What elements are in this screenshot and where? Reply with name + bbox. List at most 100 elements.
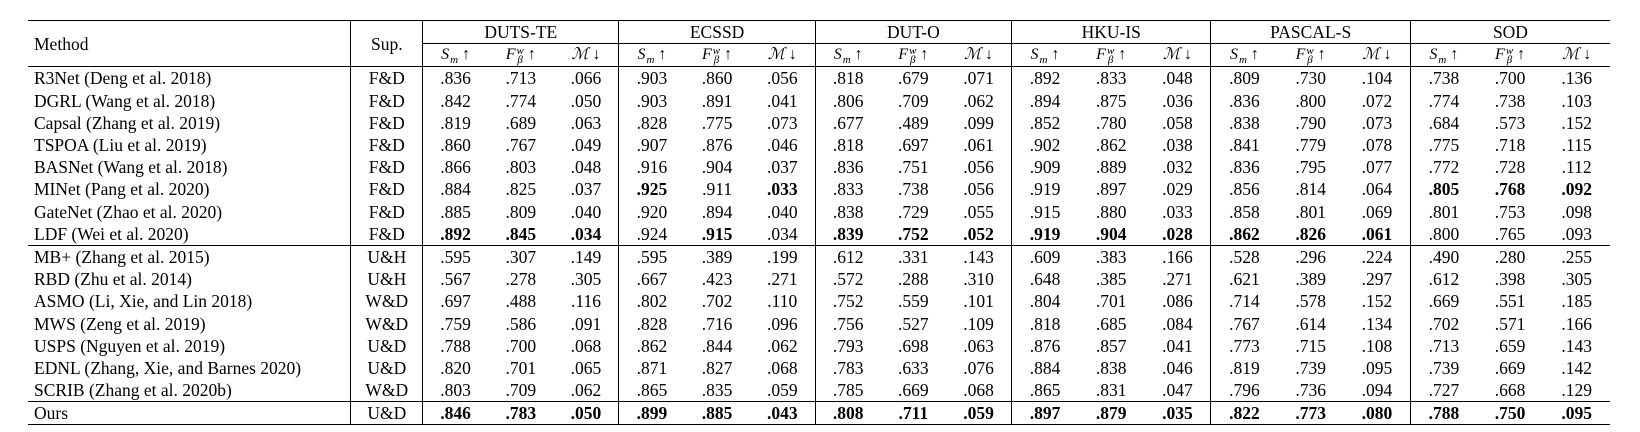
metric-value: .697 [898, 135, 929, 156]
metric-header-sm: S m ↑ [1030, 46, 1060, 66]
metric-value: .280 [1476, 244, 1544, 269]
metric-value: .490 [1410, 244, 1477, 269]
metric-value: .702 [1428, 313, 1460, 334]
metric-header-sm: S m ↑ [833, 46, 863, 66]
metric-value: .775 [1428, 135, 1460, 156]
metric-value: .785 [832, 380, 864, 401]
metric-value: .828 [636, 112, 668, 133]
metric-value: .862 [1095, 135, 1127, 156]
metric-value: .551 [1494, 291, 1526, 312]
metric-value: .818 [1029, 313, 1061, 334]
metric-value: .727 [1428, 380, 1460, 401]
metric-value: .790 [1295, 112, 1326, 133]
metric-value: .061 [946, 133, 1013, 157]
metric-value: .669 [1428, 291, 1460, 312]
metric-value: .035 [1144, 401, 1212, 426]
supervision-type: U&H [350, 244, 424, 269]
metric-header-mae: ℳ ↓ [1343, 43, 1411, 67]
supervision-type: U&D [350, 334, 424, 357]
metric-value: .911 [702, 179, 733, 200]
metric-value: .052 [946, 222, 1013, 246]
metric-value: .527 [898, 313, 929, 334]
metric-value: .048 [553, 156, 620, 179]
metric-value: .669 [898, 380, 929, 401]
metric-value: .788 [440, 335, 471, 356]
metric-value: .559 [898, 291, 929, 312]
metric-value: .876 [701, 135, 733, 156]
metric-value: .772 [1428, 157, 1460, 178]
metric-value: .648 [1029, 269, 1061, 290]
metric-value: .134 [1343, 312, 1411, 335]
metric-value: .925 [636, 179, 668, 200]
metric-value: .845 [505, 223, 537, 244]
metric-value: .891 [701, 90, 733, 111]
metric-value: .774 [505, 90, 537, 111]
metric-value: .040 [749, 200, 816, 223]
metric-value: .385 [1095, 269, 1127, 290]
metric-value: .677 [832, 112, 864, 133]
header-row-datasets: Method Sup. DUTS-TE ECSSD DUT-O HKU-IS P… [28, 19, 1610, 67]
metric-value: .383 [1077, 244, 1145, 269]
metric-value: .092 [1561, 179, 1592, 200]
metric-value: .614 [1295, 313, 1326, 334]
metric-value: .713 [488, 66, 554, 90]
supervision-type: F&D [350, 66, 424, 90]
metric-value: .050 [553, 89, 620, 112]
metric-value: .897 [1095, 179, 1127, 200]
metric-value: .700 [1476, 66, 1544, 90]
metric-value: .915 [1029, 201, 1061, 222]
metric-value: .278 [505, 269, 537, 290]
metric-value: .768 [1494, 179, 1526, 200]
supervision-type: W&D [350, 379, 424, 402]
metric-value: .885 [684, 401, 750, 426]
metric-value: .730 [1277, 66, 1344, 90]
metric-header-sm: S m ↑ [1229, 46, 1259, 66]
metric-value: .056 [749, 66, 816, 90]
metric-value: .612 [1428, 269, 1460, 290]
supervision-type: F&D [350, 89, 424, 112]
metric-value: .856 [1229, 179, 1260, 200]
metric-value: .779 [1295, 135, 1326, 156]
metric-value: .871 [636, 357, 668, 378]
metric-value: .094 [1343, 379, 1411, 402]
metric-value: .825 [505, 179, 537, 200]
metric-value: .041 [1144, 334, 1212, 357]
metric-value: .753 [1494, 201, 1526, 222]
metric-header-mae: ℳ ↓ [1144, 43, 1212, 67]
metric-value: .109 [946, 312, 1013, 335]
metric-value: .271 [749, 268, 816, 291]
metric-value: .389 [684, 244, 750, 269]
metric-value: .838 [1095, 357, 1127, 378]
metric-value: .899 [618, 401, 685, 426]
metric-value: .915 [701, 223, 733, 244]
metric-value: .310 [946, 268, 1013, 291]
metric-value: .056 [946, 178, 1013, 201]
metric-value: .836 [422, 66, 489, 90]
metric-value: .152 [1561, 112, 1592, 133]
metric-value: .767 [505, 135, 537, 156]
metric-value: .804 [1029, 291, 1061, 312]
metric-value: .828 [636, 313, 668, 334]
metric-value: .819 [440, 112, 471, 133]
metric-value: .062 [553, 379, 620, 402]
metric-value: .709 [898, 90, 929, 111]
metric-value: .800 [1295, 90, 1326, 111]
table-row: Capsal (Zhang et al. 2019) F&D .819 .689 .06… [28, 111, 1610, 134]
metric-value: .884 [1029, 357, 1061, 378]
metric-value: .041 [749, 89, 816, 112]
supervision-type: U&D [350, 401, 424, 426]
metric-value: .586 [505, 313, 537, 334]
metric-value: .068 [749, 356, 816, 379]
metric-value: .701 [1095, 291, 1127, 312]
metric-value: .919 [1029, 179, 1061, 200]
metric-value: .862 [1229, 223, 1260, 244]
metric-value: .838 [1229, 112, 1260, 133]
metric-value: .783 [832, 357, 864, 378]
metric-value: .819 [1229, 357, 1260, 378]
metric-value: .066 [553, 66, 620, 90]
metric-value: .833 [832, 179, 864, 200]
table-row: GateNet (Zhao et al. 2020) F&D .885 .809 .04… [28, 200, 1610, 223]
metric-value: .185 [1561, 291, 1592, 312]
metric-value: .700 [505, 335, 537, 356]
metric-value: .919 [1029, 223, 1061, 244]
